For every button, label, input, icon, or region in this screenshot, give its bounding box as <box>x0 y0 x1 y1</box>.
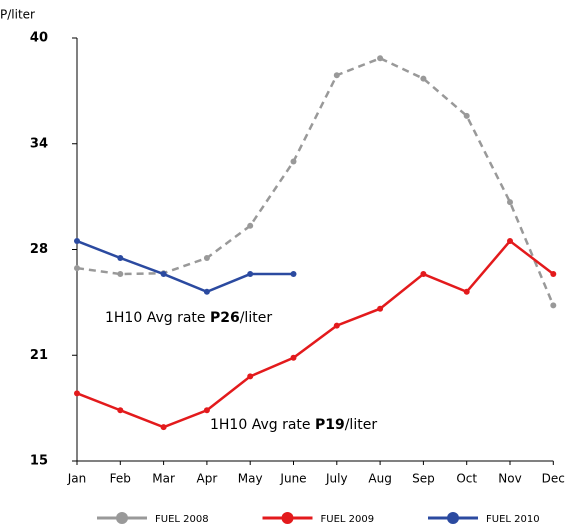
x-tick-label: June <box>279 472 306 486</box>
y-axis-label: P/liter <box>0 8 35 22</box>
legend-marker <box>447 512 459 524</box>
point <box>290 354 297 361</box>
x-tick-label: Jan <box>67 472 87 486</box>
x-tick-label: Nov <box>498 472 521 486</box>
annotation-part: 1H10 Avg rate <box>210 417 315 433</box>
annotation-part: P26 <box>210 310 240 326</box>
x-tick-label: Mar <box>152 472 175 486</box>
point <box>377 55 384 62</box>
x-tick-label: July <box>325 472 348 486</box>
y-tick-label: 40 <box>30 31 48 46</box>
point <box>507 199 513 206</box>
point <box>420 271 427 278</box>
annotation-part: /liter <box>345 417 378 433</box>
point <box>117 254 124 261</box>
point <box>377 305 384 312</box>
point <box>74 265 80 272</box>
legend-label: FUEL 2009 <box>321 514 375 525</box>
point <box>247 271 254 278</box>
x-tick-label: Sep <box>412 472 435 486</box>
point <box>160 424 167 431</box>
x-tick-label: Feb <box>110 472 131 486</box>
annotation: 1H10 Avg rate P19/liter <box>210 417 377 433</box>
legend-label: FUEL 2008 <box>155 514 209 525</box>
point <box>290 271 297 278</box>
point <box>420 75 427 82</box>
point <box>247 373 254 380</box>
x-tick-label: Oct <box>456 472 477 486</box>
point <box>74 238 80 245</box>
point <box>290 158 297 165</box>
annotation-part: 1H10 Avg rate <box>105 310 210 326</box>
annotation: 1H10 Avg rate P26/liter <box>105 310 272 326</box>
point <box>550 271 557 278</box>
point <box>203 407 210 414</box>
point <box>463 288 470 295</box>
point <box>247 222 254 229</box>
point <box>117 271 124 278</box>
annotation-part: /liter <box>240 310 273 326</box>
legend-marker <box>281 512 294 524</box>
point <box>74 390 80 397</box>
point <box>117 407 124 414</box>
legend-label: FUEL 2010 <box>486 514 540 525</box>
point <box>333 72 340 79</box>
point <box>507 238 513 245</box>
x-tick-label: Dec <box>542 472 565 486</box>
x-tick-label: Apr <box>197 472 218 486</box>
point <box>203 254 210 261</box>
annotation-part: P19 <box>315 417 345 433</box>
point <box>160 271 167 278</box>
x-tick-label: Aug <box>368 472 391 486</box>
y-tick-label: 15 <box>30 454 48 469</box>
series-line <box>76 56 555 306</box>
point <box>203 288 210 295</box>
series-line <box>76 239 294 294</box>
series-line <box>76 239 555 429</box>
point <box>333 322 340 329</box>
point <box>463 112 470 119</box>
y-tick-label: 21 <box>30 348 48 363</box>
point <box>550 302 557 309</box>
legend-marker <box>116 512 128 524</box>
x-tick-label: May <box>238 472 263 486</box>
y-tick-label: 28 <box>30 242 48 257</box>
y-tick-label: 34 <box>30 136 48 151</box>
